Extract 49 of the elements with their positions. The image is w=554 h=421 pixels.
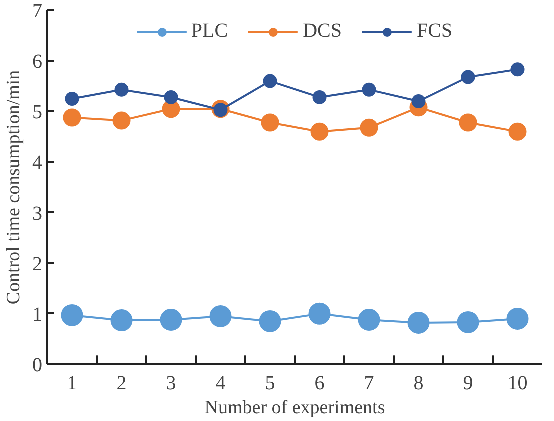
point: [461, 70, 476, 84]
point: [308, 302, 331, 325]
point: [312, 90, 327, 104]
point: [112, 112, 131, 130]
y-tick-label: 6: [32, 51, 42, 74]
point: [510, 62, 525, 77]
point: [110, 310, 133, 332]
x-tick-label: 7: [364, 372, 374, 394]
x-tick-label: 5: [265, 372, 276, 394]
point: [508, 122, 527, 141]
point: [358, 309, 380, 331]
x-tick-label: 6: [314, 372, 325, 394]
point: [63, 108, 82, 127]
x-tick-label: 2: [116, 372, 127, 394]
point: [261, 114, 280, 132]
y-tick-label: 3: [32, 202, 42, 225]
point: [412, 94, 426, 109]
point: [210, 305, 232, 328]
y-tick-label: 0: [32, 354, 42, 376]
x-tick-label: 9: [463, 372, 474, 394]
point: [457, 312, 480, 334]
point: [362, 82, 376, 97]
y-tick-label: 7: [32, 0, 42, 22]
point: [459, 114, 478, 132]
x-tick-label: 8: [414, 372, 424, 394]
point: [160, 309, 182, 331]
x-axis-title: Number of experiments: [204, 398, 386, 418]
legend-label: PLC: [191, 20, 228, 43]
x-tick-label: 3: [166, 372, 176, 394]
y-tick-label: 2: [32, 253, 42, 276]
y-tick-label: 4: [32, 152, 42, 174]
y-tick-label: 1: [32, 304, 42, 326]
legend-label: FCS: [417, 20, 453, 43]
point: [310, 122, 329, 141]
point: [360, 118, 378, 137]
x-tick-label: 10: [508, 372, 528, 394]
point: [65, 92, 80, 106]
point: [506, 308, 529, 330]
point: [259, 310, 282, 332]
x-tick-label: 4: [216, 372, 226, 394]
x-tick-label: 1: [67, 372, 78, 394]
y-tick-label: 5: [32, 102, 42, 124]
point: [114, 82, 129, 97]
legend-label: DCS: [303, 20, 342, 43]
point: [164, 90, 178, 104]
y-axis-title: Control time consumption/min: [4, 70, 24, 305]
point: [263, 74, 278, 88]
point: [61, 304, 84, 326]
point: [408, 312, 430, 334]
